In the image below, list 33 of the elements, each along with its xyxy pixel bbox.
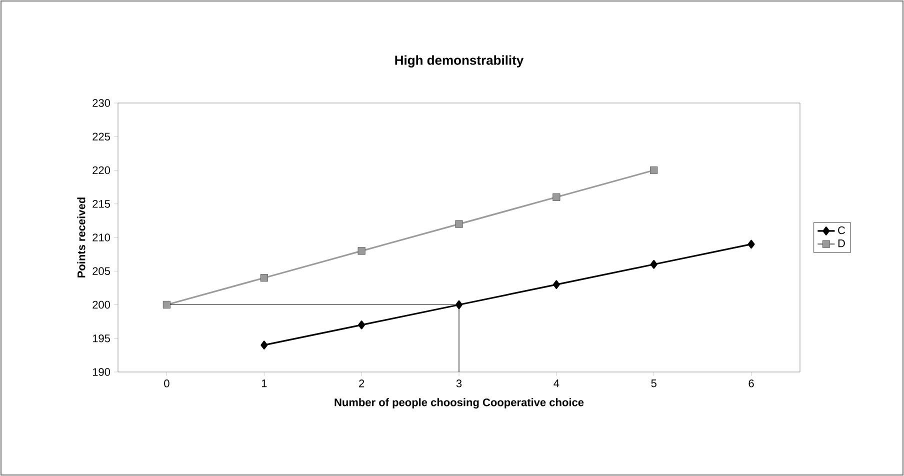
x-tick-label: 2 <box>359 380 364 388</box>
chart-title: High demonstrability <box>395 55 524 68</box>
point <box>358 320 366 330</box>
x-axis-title: Number of people choosing Cooperative choice <box>334 398 584 408</box>
y-tick-label: 230 <box>92 99 110 107</box>
y-tick-label: 195 <box>92 334 110 342</box>
y-tick-label: 200 <box>92 300 110 309</box>
point <box>455 220 463 228</box>
x-tick-label: 0 <box>164 380 170 388</box>
point <box>162 300 171 309</box>
x-tick-label: 3 <box>456 380 462 388</box>
y-tick-label: 225 <box>92 132 110 141</box>
y-tick-label: 190 <box>92 368 110 376</box>
point <box>260 340 268 350</box>
x-tick-label: 1 <box>262 380 267 388</box>
legend-label: D <box>838 240 845 248</box>
point <box>650 260 658 269</box>
y-tick-label: 205 <box>92 267 110 276</box>
x-tick-label: 4 <box>554 380 560 388</box>
y-tick-label: 210 <box>92 234 110 242</box>
x-tick-label: 5 <box>651 380 656 388</box>
y-tick-label: 215 <box>92 200 110 208</box>
point <box>358 247 366 255</box>
point <box>552 193 560 201</box>
point <box>260 274 268 282</box>
y-tick-label: 220 <box>92 166 110 174</box>
point <box>456 300 463 310</box>
x-tick-label: 6 <box>748 380 754 388</box>
point <box>748 240 755 249</box>
point <box>552 280 560 289</box>
y-axis-title: Points received <box>77 198 86 278</box>
legend-label: C <box>838 226 846 234</box>
point <box>650 166 658 174</box>
